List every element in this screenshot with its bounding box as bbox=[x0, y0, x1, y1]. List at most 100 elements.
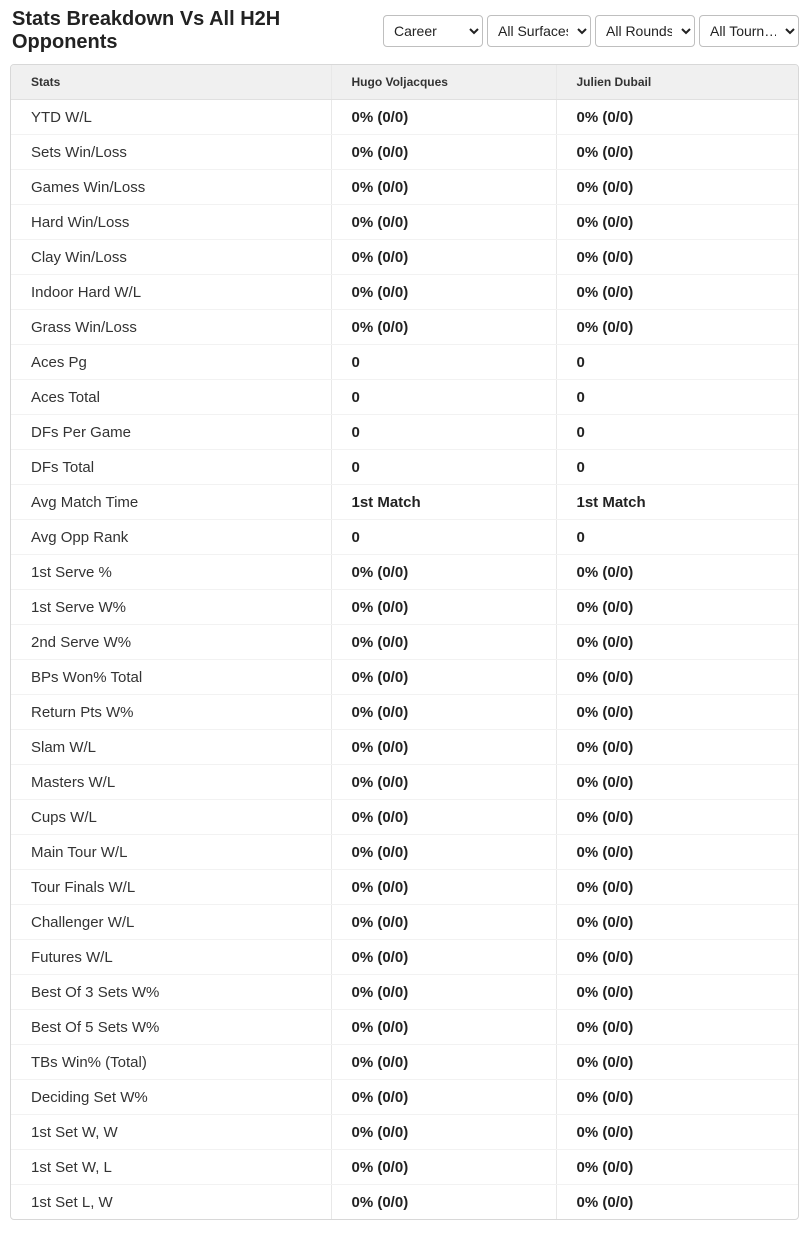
player2-value-cell: 0% (0/0) bbox=[556, 205, 798, 240]
player1-value-cell: 0% (0/0) bbox=[331, 100, 556, 135]
stat-name-cell: Best Of 3 Sets W% bbox=[11, 975, 331, 1010]
table-row: Aces Pg00 bbox=[11, 345, 798, 380]
table-row: Tour Finals W/L0% (0/0)0% (0/0) bbox=[11, 870, 798, 905]
stat-name-cell: 2nd Serve W% bbox=[11, 625, 331, 660]
table-row: DFs Total00 bbox=[11, 450, 798, 485]
stat-name-cell: Masters W/L bbox=[11, 765, 331, 800]
player2-value-cell: 0% (0/0) bbox=[556, 100, 798, 135]
player2-value-cell: 0% (0/0) bbox=[556, 1150, 798, 1185]
player1-value-cell: 0% (0/0) bbox=[331, 310, 556, 345]
stat-name-cell: YTD W/L bbox=[11, 100, 331, 135]
stat-name-cell: Indoor Hard W/L bbox=[11, 275, 331, 310]
table-row: Deciding Set W%0% (0/0)0% (0/0) bbox=[11, 1080, 798, 1115]
stat-name-cell: Challenger W/L bbox=[11, 905, 331, 940]
table-row: Aces Total00 bbox=[11, 380, 798, 415]
col-header-stats: Stats bbox=[11, 65, 331, 100]
player1-value-cell: 0% (0/0) bbox=[331, 1080, 556, 1115]
player2-value-cell: 0 bbox=[556, 415, 798, 450]
stat-name-cell: Aces Pg bbox=[11, 345, 331, 380]
col-header-player1: Hugo Voljacques bbox=[331, 65, 556, 100]
player2-value-cell: 0% (0/0) bbox=[556, 1080, 798, 1115]
player1-value-cell: 0% (0/0) bbox=[331, 765, 556, 800]
player2-value-cell: 0% (0/0) bbox=[556, 660, 798, 695]
player2-value-cell: 0 bbox=[556, 450, 798, 485]
table-row: 2nd Serve W%0% (0/0)0% (0/0) bbox=[11, 625, 798, 660]
player1-value-cell: 0% (0/0) bbox=[331, 205, 556, 240]
filter-bar: Career All Surfaces All Rounds All Tourn… bbox=[383, 15, 799, 47]
player1-value-cell: 0% (0/0) bbox=[331, 625, 556, 660]
player1-value-cell: 0% (0/0) bbox=[331, 905, 556, 940]
filter-tournaments[interactable]: All Tourn… bbox=[699, 15, 799, 47]
table-row: Cups W/L0% (0/0)0% (0/0) bbox=[11, 800, 798, 835]
table-row: 1st Serve W%0% (0/0)0% (0/0) bbox=[11, 590, 798, 625]
player1-value-cell: 0% (0/0) bbox=[331, 975, 556, 1010]
table-row: Best Of 3 Sets W%0% (0/0)0% (0/0) bbox=[11, 975, 798, 1010]
table-row: 1st Set W, W0% (0/0)0% (0/0) bbox=[11, 1115, 798, 1150]
page-title: Stats Breakdown Vs All H2H Opponents bbox=[10, 8, 383, 54]
header-row: Stats Breakdown Vs All H2H Opponents Car… bbox=[10, 8, 799, 54]
filter-career[interactable]: Career bbox=[383, 15, 483, 47]
player1-value-cell: 0 bbox=[331, 415, 556, 450]
stat-name-cell: Slam W/L bbox=[11, 730, 331, 765]
stat-name-cell: 1st Set W, W bbox=[11, 1115, 331, 1150]
player2-value-cell: 0% (0/0) bbox=[556, 1010, 798, 1045]
player2-value-cell: 0% (0/0) bbox=[556, 1115, 798, 1150]
stat-name-cell: Avg Opp Rank bbox=[11, 520, 331, 555]
player1-value-cell: 0% (0/0) bbox=[331, 870, 556, 905]
player1-value-cell: 0% (0/0) bbox=[331, 135, 556, 170]
player2-value-cell: 0% (0/0) bbox=[556, 765, 798, 800]
stat-name-cell: DFs Per Game bbox=[11, 415, 331, 450]
stat-name-cell: Grass Win/Loss bbox=[11, 310, 331, 345]
stats-page: Stats Breakdown Vs All H2H Opponents Car… bbox=[0, 0, 809, 1240]
stat-name-cell: 1st Set W, L bbox=[11, 1150, 331, 1185]
table-row: YTD W/L0% (0/0)0% (0/0) bbox=[11, 100, 798, 135]
player1-value-cell: 1st Match bbox=[331, 485, 556, 520]
stats-table-wrap: Stats Hugo Voljacques Julien Dubail YTD … bbox=[10, 64, 799, 1220]
player2-value-cell: 0% (0/0) bbox=[556, 730, 798, 765]
stat-name-cell: 1st Serve % bbox=[11, 555, 331, 590]
player2-value-cell: 0% (0/0) bbox=[556, 555, 798, 590]
table-row: Main Tour W/L0% (0/0)0% (0/0) bbox=[11, 835, 798, 870]
table-row: Avg Match Time1st Match1st Match bbox=[11, 485, 798, 520]
player2-value-cell: 0% (0/0) bbox=[556, 625, 798, 660]
stat-name-cell: BPs Won% Total bbox=[11, 660, 331, 695]
table-row: Avg Opp Rank00 bbox=[11, 520, 798, 555]
player1-value-cell: 0% (0/0) bbox=[331, 275, 556, 310]
stat-name-cell: 1st Set L, W bbox=[11, 1185, 331, 1220]
table-row: 1st Set W, L0% (0/0)0% (0/0) bbox=[11, 1150, 798, 1185]
player2-value-cell: 0% (0/0) bbox=[556, 1045, 798, 1080]
table-row: Sets Win/Loss0% (0/0)0% (0/0) bbox=[11, 135, 798, 170]
filter-rounds[interactable]: All Rounds bbox=[595, 15, 695, 47]
player1-value-cell: 0 bbox=[331, 380, 556, 415]
player1-value-cell: 0% (0/0) bbox=[331, 555, 556, 590]
table-row: TBs Win% (Total)0% (0/0)0% (0/0) bbox=[11, 1045, 798, 1080]
player1-value-cell: 0% (0/0) bbox=[331, 660, 556, 695]
player2-value-cell: 0% (0/0) bbox=[556, 310, 798, 345]
table-row: Masters W/L0% (0/0)0% (0/0) bbox=[11, 765, 798, 800]
player1-value-cell: 0% (0/0) bbox=[331, 695, 556, 730]
player2-value-cell: 0% (0/0) bbox=[556, 800, 798, 835]
player2-value-cell: 0 bbox=[556, 520, 798, 555]
player2-value-cell: 0% (0/0) bbox=[556, 940, 798, 975]
player2-value-cell: 0% (0/0) bbox=[556, 870, 798, 905]
col-header-player2: Julien Dubail bbox=[556, 65, 798, 100]
player2-value-cell: 0 bbox=[556, 380, 798, 415]
table-row: Slam W/L0% (0/0)0% (0/0) bbox=[11, 730, 798, 765]
stat-name-cell: Hard Win/Loss bbox=[11, 205, 331, 240]
filter-surfaces[interactable]: All Surfaces bbox=[487, 15, 591, 47]
table-row: Clay Win/Loss0% (0/0)0% (0/0) bbox=[11, 240, 798, 275]
player2-value-cell: 0% (0/0) bbox=[556, 590, 798, 625]
player1-value-cell: 0% (0/0) bbox=[331, 835, 556, 870]
player1-value-cell: 0% (0/0) bbox=[331, 170, 556, 205]
table-header-row: Stats Hugo Voljacques Julien Dubail bbox=[11, 65, 798, 100]
stat-name-cell: Futures W/L bbox=[11, 940, 331, 975]
table-row: BPs Won% Total0% (0/0)0% (0/0) bbox=[11, 660, 798, 695]
table-row: Best Of 5 Sets W%0% (0/0)0% (0/0) bbox=[11, 1010, 798, 1045]
player1-value-cell: 0% (0/0) bbox=[331, 1150, 556, 1185]
table-row: Hard Win/Loss0% (0/0)0% (0/0) bbox=[11, 205, 798, 240]
table-row: 1st Set L, W0% (0/0)0% (0/0) bbox=[11, 1185, 798, 1220]
player1-value-cell: 0% (0/0) bbox=[331, 940, 556, 975]
stat-name-cell: Main Tour W/L bbox=[11, 835, 331, 870]
stat-name-cell: DFs Total bbox=[11, 450, 331, 485]
player2-value-cell: 0% (0/0) bbox=[556, 835, 798, 870]
